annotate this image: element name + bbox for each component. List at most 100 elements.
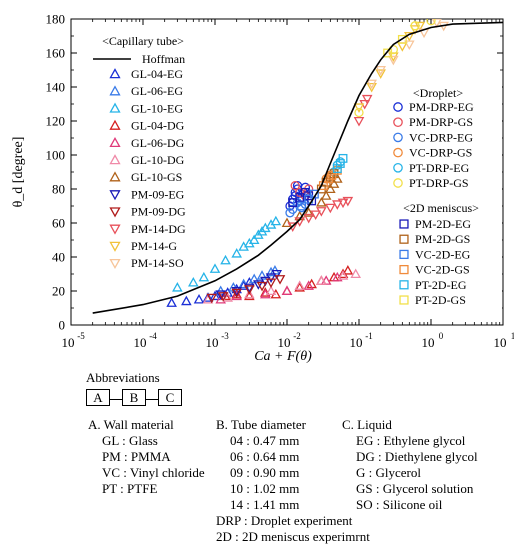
data-point bbox=[215, 290, 227, 300]
legend-label: PM-2D-GS bbox=[415, 232, 470, 246]
data-point bbox=[172, 282, 183, 292]
data-point bbox=[327, 170, 337, 180]
legend-marker bbox=[393, 178, 403, 188]
legend-marker bbox=[109, 102, 121, 113]
data-point bbox=[353, 103, 365, 113]
legend-marker bbox=[399, 234, 409, 244]
data-point bbox=[354, 107, 364, 118]
tube-diameter-block: B. Tube diameter 04 : 0.47 mm 06 : 0.64 … bbox=[216, 417, 370, 545]
data-point bbox=[295, 193, 305, 202]
data-point bbox=[198, 271, 210, 282]
list-item: DG : Diethylene glycol bbox=[356, 449, 478, 464]
data-point bbox=[270, 215, 282, 226]
data-point bbox=[397, 34, 407, 44]
data-point bbox=[209, 290, 221, 301]
x-tick-exponent: -5 bbox=[77, 331, 85, 341]
list-item: 04 : 0.47 mm bbox=[230, 433, 300, 448]
series-pm-09-dg bbox=[206, 275, 286, 304]
data-point bbox=[383, 48, 393, 58]
legend-label: GL-10-EG bbox=[131, 101, 183, 115]
x-tick-exponent: -2 bbox=[293, 331, 301, 341]
data-point bbox=[303, 280, 314, 290]
data-point bbox=[288, 198, 298, 208]
data-point bbox=[332, 164, 342, 174]
box-separator bbox=[146, 398, 158, 400]
data-point bbox=[375, 69, 386, 79]
y-tick-label: 80 bbox=[52, 182, 65, 197]
axis-ticks: 10 -5 10 -4 10 -3 10 -2 10 -1 10 0 10 102040608010012… bbox=[46, 12, 514, 351]
x-tick-exponent: -3 bbox=[221, 331, 229, 341]
data-point bbox=[231, 286, 242, 297]
data-point bbox=[297, 201, 307, 211]
legend-marker bbox=[393, 147, 403, 158]
series-pm-09-eg bbox=[215, 269, 283, 300]
data-point bbox=[188, 276, 199, 287]
data-point bbox=[338, 153, 348, 163]
data-point bbox=[397, 42, 408, 52]
data-point bbox=[366, 79, 377, 90]
legend-marker bbox=[109, 224, 121, 235]
data-point bbox=[244, 285, 255, 295]
x-tick-exponent: 0 bbox=[439, 331, 444, 341]
legend-marker bbox=[109, 171, 121, 182]
legend-label: PT-DRP-EG bbox=[409, 161, 470, 175]
data-point bbox=[353, 116, 365, 127]
list-item: 10 : 1.02 mm bbox=[230, 481, 300, 496]
legend-backing bbox=[380, 84, 502, 194]
legend-marker bbox=[393, 132, 403, 143]
legend-label: PM-09-DG bbox=[131, 205, 186, 219]
hoffman-curve bbox=[92, 21, 503, 314]
data-point bbox=[220, 290, 231, 301]
legend-marker bbox=[399, 219, 409, 229]
list-item: GS : Glycerol solution bbox=[356, 481, 474, 496]
series-gl-10-eg bbox=[172, 215, 282, 292]
data-point bbox=[307, 196, 317, 206]
list-item: G : Glycerol bbox=[356, 465, 421, 480]
box-separator bbox=[110, 398, 122, 400]
legend-marker bbox=[399, 264, 409, 275]
data-point bbox=[206, 293, 218, 304]
y-tick-label: 180 bbox=[46, 12, 66, 27]
data-point bbox=[281, 285, 293, 296]
series-pm-14-dg bbox=[287, 94, 373, 232]
legend-marker bbox=[109, 119, 121, 130]
data-point bbox=[166, 297, 177, 307]
data-point bbox=[265, 278, 277, 289]
list-item: 09 : 0.90 mm bbox=[230, 465, 300, 480]
data-point bbox=[350, 268, 362, 279]
legend-label: PM-14-G bbox=[131, 239, 177, 253]
legend-marker bbox=[393, 117, 403, 128]
legend-label: PM-DRP-GS bbox=[409, 115, 473, 129]
data-point bbox=[34, 311, 42, 319]
series-pt-2d-eg bbox=[332, 153, 348, 174]
legend-label: PT-DRP-GS bbox=[409, 176, 469, 190]
data-point bbox=[335, 159, 345, 168]
data-point bbox=[222, 292, 233, 302]
data-point bbox=[316, 197, 327, 207]
data-point bbox=[288, 204, 298, 215]
legend-label: PM-DRP-EG bbox=[409, 100, 474, 114]
y-tick-label: 20 bbox=[52, 284, 65, 299]
data-point bbox=[244, 288, 255, 299]
data-point bbox=[328, 178, 340, 188]
y-tick-label: 140 bbox=[46, 80, 66, 95]
list-item: GL : Glass bbox=[102, 433, 158, 448]
legend-label: PT-2D-EG bbox=[415, 278, 467, 292]
legend-marker bbox=[109, 85, 121, 96]
y-tick-label: 40 bbox=[52, 250, 65, 265]
series-gl-10-dg bbox=[34, 268, 362, 319]
legend-label: PT-2D-GS bbox=[415, 293, 466, 307]
legend-marker bbox=[393, 102, 403, 112]
x-tick-label: 10 bbox=[494, 335, 507, 350]
legend-label: GL-10-DG bbox=[131, 153, 185, 167]
data-point bbox=[220, 254, 231, 265]
legend-marker bbox=[109, 258, 121, 270]
legend-capillary-title: <Capillary tube> bbox=[102, 34, 184, 48]
x-tick-label: 10 bbox=[278, 335, 291, 350]
series-pt-2d-gs bbox=[383, 34, 407, 58]
data-point bbox=[310, 210, 321, 221]
legend-label: PM-14-SO bbox=[131, 256, 184, 270]
series-pm-14-so bbox=[366, 19, 449, 90]
data-point bbox=[294, 280, 305, 290]
